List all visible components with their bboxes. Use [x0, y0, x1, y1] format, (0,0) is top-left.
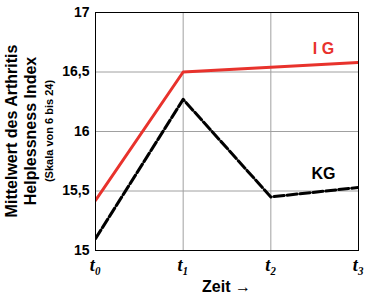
svg-text:t₀: t₀ [90, 255, 101, 275]
svg-text:KG: KG [311, 165, 335, 182]
svg-text:Zeit →: Zeit → [202, 278, 251, 295]
svg-text:t₂: t₂ [265, 255, 276, 275]
svg-text:(Skala von 6 bis 24): (Skala von 6 bis 24) [43, 80, 55, 182]
svg-text:17: 17 [74, 4, 90, 20]
svg-text:t₃: t₃ [353, 255, 364, 275]
svg-text:t₁: t₁ [178, 255, 189, 275]
svg-text:Helplessness Index: Helplessness Index [22, 57, 39, 206]
svg-text:15,5: 15,5 [62, 182, 89, 198]
svg-text:16,5: 16,5 [62, 63, 89, 79]
svg-text:15: 15 [74, 242, 90, 258]
svg-text:I G: I G [313, 40, 334, 57]
svg-text:16: 16 [74, 123, 90, 139]
svg-text:Mittelwert des Arthritis: Mittelwert des Arthritis [3, 45, 20, 218]
